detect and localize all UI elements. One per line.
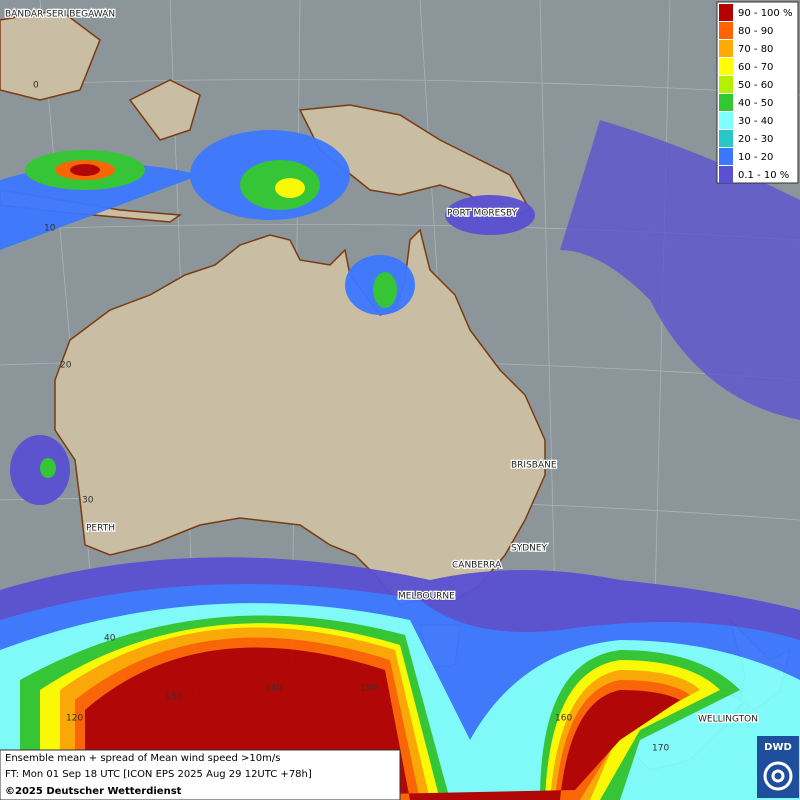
australia [54, 228, 546, 606]
footer: Ensemble mean + spread of Mean wind spee… [0, 749, 401, 800]
logo-text: DWD [764, 742, 792, 753]
legend-swatch [719, 76, 733, 93]
logo-icon [763, 761, 793, 791]
lat-label: 0 [33, 81, 39, 91]
legend-swatch [719, 94, 733, 111]
legend-label: 20 - 30 [738, 134, 773, 145]
legend-swatch [719, 166, 733, 183]
sulawesi [128, 79, 201, 141]
lon-label: 140 [265, 684, 282, 694]
lat-label: 30 [82, 496, 94, 506]
legend-label: 90 - 100 % [738, 8, 792, 19]
place-label: PORT MORESBY [447, 209, 518, 219]
lon-label: 120 [66, 714, 83, 724]
grid-labels: 0 10 20 30 40 120 130 140 150 160 170 [33, 81, 669, 754]
place-label: BRISBANE [511, 461, 557, 471]
footer-text: FT: Mon 01 Sep 18 UTC [ICON EPS 2025 Aug… [5, 769, 312, 780]
footer-text: ©2025 Deutscher Wetterdienst [5, 786, 182, 797]
legend-label: 40 - 50 [738, 98, 773, 109]
logo-icon [771, 769, 785, 783]
borneo [0, 9, 101, 101]
legend-label: 30 - 40 [738, 116, 773, 127]
place-label: CANBERRA [452, 561, 502, 571]
footer-box [0, 749, 401, 800]
place-label: SYDNEY [511, 544, 548, 554]
footer-text: Ensemble mean + spread of Mean wind spee… [5, 753, 280, 764]
legend: 90 - 100 % 80 - 90 70 - 80 60 - 70 50 - 60 40… [716, 1, 799, 184]
place-labels: BANDAR SERI BEGAWAN PORT MORESBY BRISBAN… [4, 8, 759, 726]
lat-label: 10 [44, 224, 56, 234]
lon-label: 150 [360, 684, 377, 694]
place-label: PERTH [86, 524, 115, 534]
lon-label: 160 [555, 714, 572, 724]
legend-swatch [719, 22, 733, 39]
legend-label: 0.1 - 10 % [738, 170, 789, 181]
legend-swatch [719, 40, 733, 57]
legend-label: 10 - 20 [738, 152, 773, 163]
logo: DWD [757, 736, 799, 798]
legend-swatch [719, 58, 733, 75]
legend-swatch [719, 148, 733, 165]
lat-label: 40 [104, 634, 116, 644]
legend-label: 70 - 80 [738, 44, 773, 55]
legend-swatch [719, 112, 733, 129]
lon-label: 170 [652, 744, 669, 754]
legend-label: 50 - 60 [738, 80, 773, 91]
place-label: WELLINGTON [698, 715, 758, 725]
lon-label: 130 [165, 693, 182, 703]
legend-swatch [719, 130, 733, 147]
place-label: BANDAR SERI BEGAWAN [5, 10, 115, 20]
lat-label: 20 [60, 361, 72, 371]
legend-label: 60 - 70 [738, 62, 773, 73]
legend-swatch [719, 4, 733, 21]
place-label: MELBOURNE [398, 592, 455, 602]
legend-label: 80 - 90 [738, 26, 773, 37]
